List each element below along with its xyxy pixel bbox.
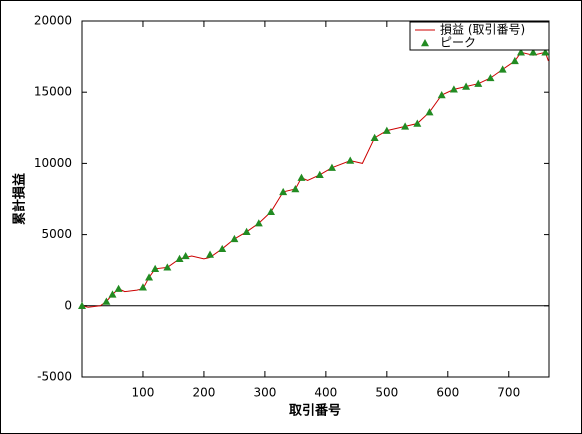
x-tick-label: 500 — [375, 386, 398, 400]
y-tick-label: 5000 — [41, 227, 72, 241]
y-axis-label: 累計損益 — [12, 173, 28, 225]
peak-marker — [516, 48, 525, 56]
peak-marker — [498, 65, 507, 73]
peak-marker — [175, 254, 184, 263]
peak-marker — [78, 301, 86, 309]
peak-marker — [297, 173, 306, 181]
peak-marker — [206, 250, 215, 258]
peak-marker — [242, 227, 251, 235]
y-tick-label: -5000 — [37, 370, 72, 384]
peak-marker — [449, 85, 458, 93]
plot-area — [81, 20, 550, 378]
peak-marker — [163, 263, 172, 271]
x-tick-label: 200 — [192, 386, 215, 400]
y-tick-label: 15000 — [34, 85, 72, 99]
peak-marker — [315, 170, 324, 178]
peak-marker — [218, 244, 227, 253]
x-tick-label: 400 — [314, 386, 337, 400]
legend-label: 損益 (取引番号) — [440, 22, 525, 37]
y-tick-label: 10000 — [34, 156, 72, 170]
peak-marker — [346, 156, 355, 164]
peak-marker — [486, 73, 495, 82]
peak-marker — [437, 91, 446, 99]
y-tick-label: 20000 — [34, 14, 72, 28]
peak-marker — [529, 48, 538, 56]
peak-marker — [108, 290, 117, 298]
legend-label: ピーク — [440, 36, 476, 50]
x-tick-label: 600 — [436, 386, 459, 400]
peak-marker — [413, 119, 422, 127]
peak-marker — [114, 284, 123, 292]
peak-marker — [327, 163, 336, 171]
peak-marker — [541, 48, 550, 56]
peak-marker — [474, 79, 483, 87]
x-tick-label: 300 — [253, 386, 276, 400]
peak-marker — [279, 187, 288, 196]
legend-swatch — [421, 39, 429, 47]
x-tick-label: 100 — [132, 386, 155, 400]
peak-marker — [230, 234, 239, 243]
peak-marker — [291, 185, 300, 193]
peak-marker — [138, 283, 147, 291]
peak-marker — [181, 251, 190, 260]
peak-marker — [425, 108, 434, 116]
peak-marker — [145, 273, 154, 281]
x-tick-label: 700 — [497, 386, 520, 400]
x-axis-label: 取引番号 — [289, 403, 341, 419]
peak-marker — [151, 264, 160, 272]
peak-marker — [370, 133, 379, 141]
peak-marker — [510, 56, 519, 65]
peak-marker — [462, 82, 471, 90]
peak-marker — [254, 219, 263, 227]
peak-marker — [102, 297, 111, 305]
y-tick-label: 0 — [64, 298, 72, 312]
peak-marker — [266, 207, 275, 216]
legend-box — [409, 21, 550, 51]
peak-marker — [382, 126, 391, 134]
peak-marker — [401, 122, 410, 130]
